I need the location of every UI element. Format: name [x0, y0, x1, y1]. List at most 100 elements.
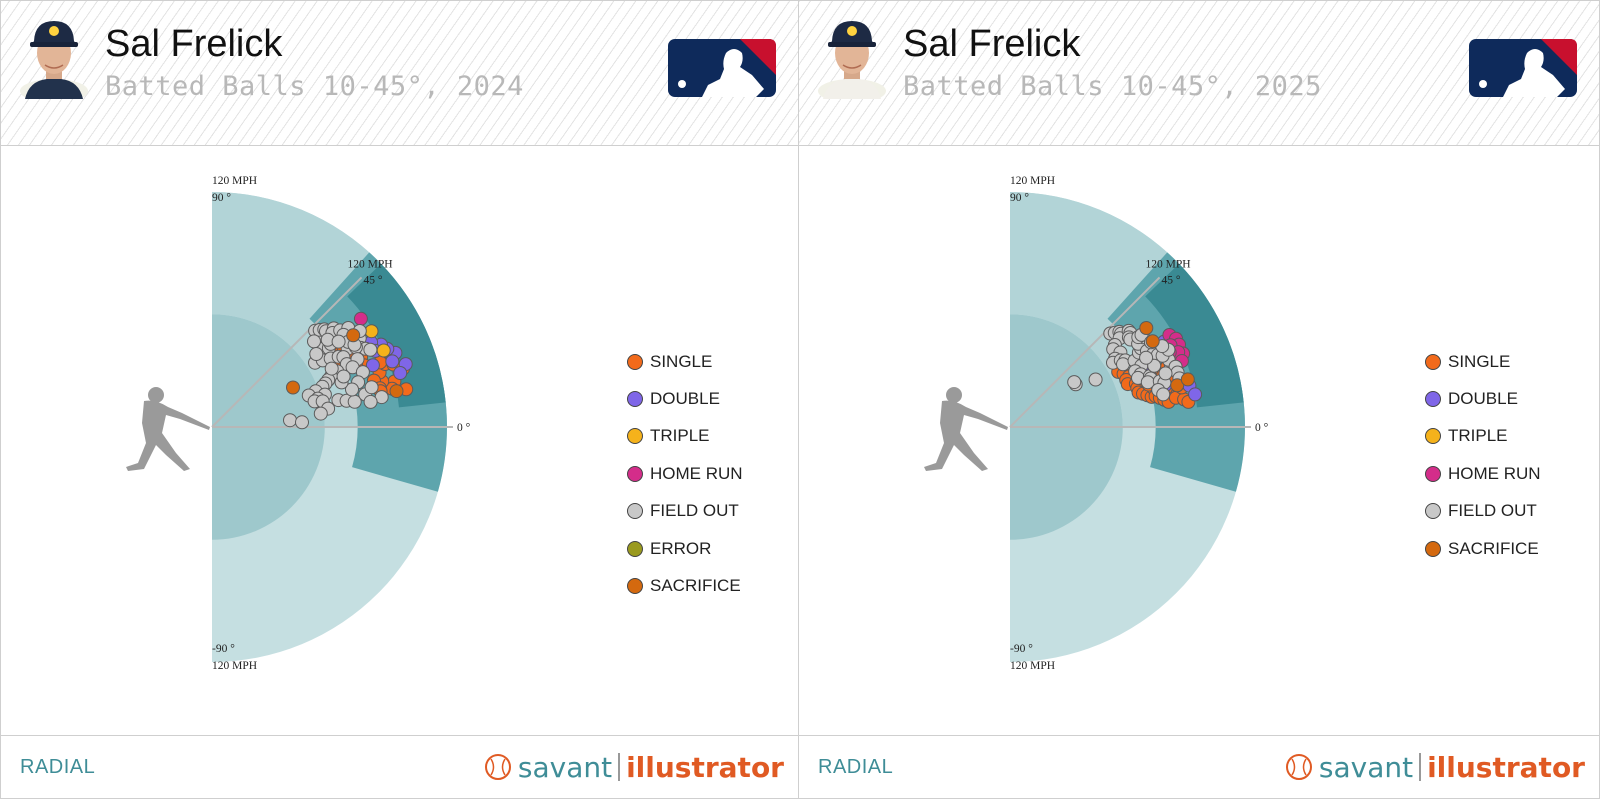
- batted-ball-point[interactable]: [1158, 366, 1173, 381]
- panel-footer: RADIAL savant illustrator: [1, 735, 798, 798]
- batted-ball-point[interactable]: [295, 415, 309, 430]
- legend-item: TRIPLE: [627, 418, 743, 455]
- bottom-speed-label: 120 MPH: [212, 660, 257, 672]
- batted-ball-point[interactable]: [363, 394, 378, 409]
- batted-ball-point[interactable]: [1139, 350, 1154, 365]
- legend-label: HOME RUN: [650, 463, 743, 483]
- brand-divider: [1419, 753, 1422, 781]
- legend-swatch: [1425, 428, 1441, 445]
- brand-divider: [618, 753, 621, 781]
- panel-2025: Sal Frelick Batted Balls 10-45°, 2025 12…: [799, 0, 1600, 799]
- chart-subtitle: Batted Balls 10-45°, 2025: [903, 71, 1322, 102]
- batted-ball-point[interactable]: [364, 380, 379, 395]
- brand-illustrator: illustrator: [1427, 750, 1585, 784]
- legend-label: SINGLE: [650, 351, 713, 371]
- mid-angle-label: 45 °: [1162, 274, 1181, 286]
- legend-item: SACRIFICE: [627, 567, 743, 604]
- brand-illustrator: illustrator: [626, 750, 784, 784]
- radial-chart-svg: 120 MPH 90 ° 120 MPH 45 ° 0 ° -90 ° 120 MPH: [924, 175, 1269, 672]
- batted-ball-point[interactable]: [313, 406, 328, 421]
- batted-ball-point[interactable]: [353, 311, 368, 326]
- legend-swatch: [1425, 503, 1441, 520]
- legend-label: FIELD OUT: [1448, 501, 1537, 521]
- legend-swatch: [627, 353, 643, 370]
- batted-ball-point[interactable]: [331, 334, 346, 349]
- mid-speed-label: 120 MPH: [1146, 258, 1191, 270]
- radial-chart-svg: 120 MPH 90 ° 120 MPH 45 ° 0 ° -90 ° 120 MPH: [126, 175, 471, 672]
- batted-ball-point[interactable]: [389, 384, 404, 399]
- batted-ball-point[interactable]: [364, 324, 379, 339]
- panel-header: Sal Frelick Batted Balls 10-45°, 2025: [799, 1, 1599, 146]
- forty-five-degree-line: [1009, 276, 1161, 428]
- batted-ball-point[interactable]: [385, 354, 400, 369]
- batted-ball-point[interactable]: [1088, 372, 1103, 387]
- zero-angle-label: 0 °: [1255, 422, 1269, 434]
- batter-silhouette-icon: [126, 387, 210, 471]
- barrel-zone: [347, 263, 446, 408]
- legend-item: HOME RUN: [627, 455, 743, 492]
- legend-item: FIELD OUT: [1425, 493, 1541, 530]
- legend-item: HOME RUN: [1425, 455, 1541, 492]
- mlb-logo: [1469, 39, 1577, 97]
- panel-2024: Sal Frelick Batted Balls 10-45°, 2024 12…: [0, 0, 799, 799]
- legend-label: DOUBLE: [650, 389, 720, 409]
- legend-swatch: [1425, 391, 1441, 408]
- legend-label: SACRIFICE: [1448, 538, 1539, 558]
- batted-ball-point[interactable]: [346, 328, 361, 343]
- batted-ball-point[interactable]: [1188, 387, 1203, 402]
- batted-ball-point[interactable]: [309, 347, 324, 361]
- batted-ball-point[interactable]: [324, 361, 339, 376]
- batted-ball-point[interactable]: [286, 380, 300, 395]
- panel-header: Sal Frelick Batted Balls 10-45°, 2024: [1, 1, 798, 146]
- legend-label: DOUBLE: [1448, 389, 1518, 409]
- baseball-icon: [1285, 754, 1312, 780]
- top-angle-label: 90 °: [1010, 192, 1029, 204]
- legend-swatch: [627, 428, 643, 445]
- legend-swatch: [627, 391, 643, 408]
- legend-item: ERROR: [627, 530, 743, 567]
- player-headshot: [818, 21, 886, 99]
- bottom-angle-label: -90 °: [1010, 643, 1033, 655]
- player-name: Sal Frelick: [105, 23, 283, 65]
- legend-item: SACRIFICE: [1425, 530, 1541, 567]
- legend-swatch: [627, 540, 643, 557]
- chart-type-label: RADIAL: [20, 756, 96, 778]
- legend-item: TRIPLE: [1425, 418, 1541, 455]
- batted-ball-point[interactable]: [393, 366, 408, 380]
- batted-ball-point[interactable]: [1156, 387, 1171, 402]
- batted-ball-point[interactable]: [1180, 372, 1195, 387]
- batted-ball-point[interactable]: [283, 413, 297, 428]
- radial-chart: 120 MPH 90 ° 120 MPH 45 ° 0 ° -90 ° 120 MPH SI…: [799, 145, 1599, 737]
- batted-ball-point[interactable]: [307, 334, 321, 349]
- batted-ball-point[interactable]: [365, 358, 380, 373]
- batted-ball-point[interactable]: [336, 369, 351, 384]
- zero-angle-label: 0 °: [457, 422, 471, 434]
- legend-item: DOUBLE: [1425, 380, 1541, 417]
- top-speed-label: 120 MPH: [1010, 175, 1055, 187]
- legend: SINGLE DOUBLE TRIPLE HOME RUN FIELD OUT SACRI…: [1425, 343, 1541, 567]
- batted-ball-point[interactable]: [1170, 378, 1185, 393]
- batted-ball-point[interactable]: [1145, 334, 1160, 349]
- legend-label: TRIPLE: [650, 426, 710, 446]
- batted-ball-point[interactable]: [1116, 357, 1130, 372]
- legend-item: DOUBLE: [627, 380, 743, 417]
- player-name: Sal Frelick: [903, 23, 1081, 65]
- savant-illustrator-brand: savant illustrator: [1285, 750, 1585, 784]
- savant-illustrator-brand: savant illustrator: [484, 750, 784, 784]
- batted-ball-point[interactable]: [1139, 321, 1154, 335]
- batted-ball-point[interactable]: [376, 343, 391, 358]
- batted-ball-point[interactable]: [345, 382, 359, 397]
- batted-ball-point[interactable]: [1067, 375, 1082, 390]
- chart-type-label: RADIAL: [818, 756, 894, 778]
- forty-five-degree-line: [211, 276, 363, 428]
- legend-swatch: [627, 578, 643, 595]
- mid-speed-label: 120 MPH: [348, 258, 393, 270]
- player-headshot: [20, 21, 88, 99]
- batter-silhouette-icon: [924, 387, 1008, 471]
- bottom-angle-label: -90 °: [212, 643, 235, 655]
- barrel-zone: [1145, 263, 1244, 408]
- legend-item: SINGLE: [1425, 343, 1541, 380]
- legend-label: FIELD OUT: [650, 501, 739, 521]
- batted-ball-point[interactable]: [363, 342, 378, 357]
- baseball-icon: [484, 754, 511, 780]
